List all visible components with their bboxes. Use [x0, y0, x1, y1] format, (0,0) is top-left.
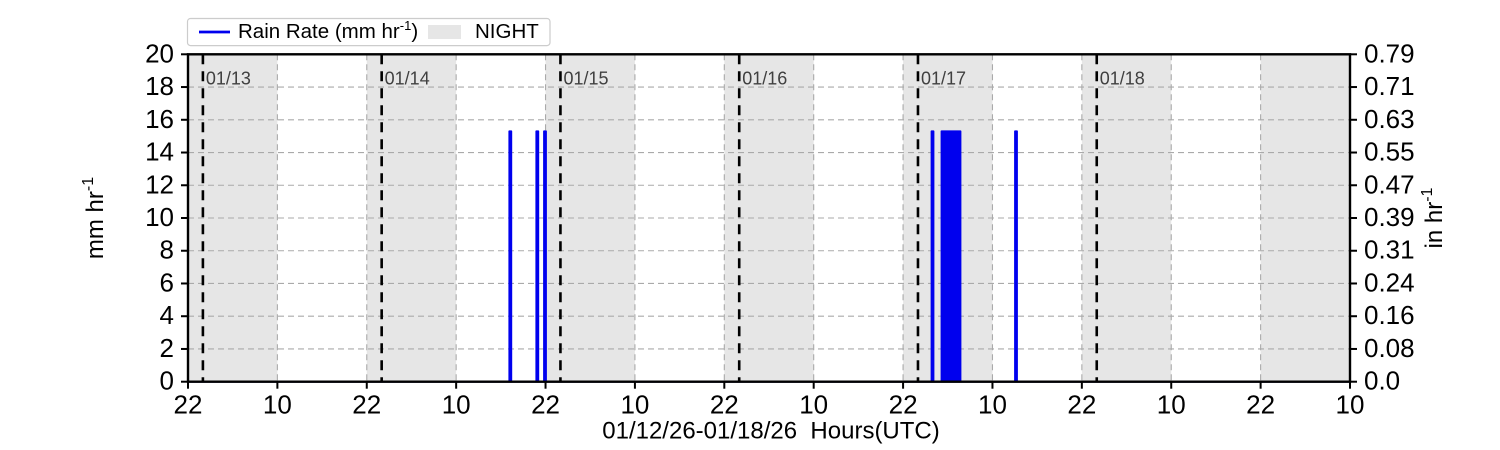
svg-text:22: 22 — [1067, 390, 1096, 420]
svg-text:22: 22 — [174, 390, 203, 420]
svg-text:10: 10 — [620, 390, 649, 420]
svg-text:0.0: 0.0 — [1364, 366, 1400, 396]
svg-text:0: 0 — [160, 366, 174, 396]
svg-text:0.16: 0.16 — [1364, 300, 1415, 330]
svg-text:10: 10 — [263, 390, 292, 420]
svg-text:0.47: 0.47 — [1364, 169, 1415, 199]
svg-text:22: 22 — [352, 390, 381, 420]
svg-text:10: 10 — [442, 390, 471, 420]
svg-text:12: 12 — [145, 169, 174, 199]
svg-text:10: 10 — [978, 390, 1007, 420]
svg-text:0.79: 0.79 — [1364, 38, 1415, 68]
svg-text:mm hr-1: mm hr-1 — [80, 177, 109, 259]
svg-text:10: 10 — [1336, 390, 1365, 420]
svg-text:NIGHT: NIGHT — [475, 20, 539, 43]
svg-text:8: 8 — [160, 235, 174, 265]
svg-text:0.39: 0.39 — [1364, 202, 1415, 232]
svg-text:01/16: 01/16 — [742, 68, 787, 88]
svg-text:22: 22 — [710, 390, 739, 420]
svg-text:01/12/26-01/18/26 Hours(UTC): 01/12/26-01/18/26 Hours(UTC) — [602, 418, 940, 445]
svg-text:10: 10 — [145, 202, 174, 232]
svg-text:20: 20 — [145, 38, 174, 68]
svg-text:22: 22 — [531, 390, 560, 420]
svg-text:0.71: 0.71 — [1364, 71, 1415, 101]
svg-text:16: 16 — [145, 104, 174, 134]
svg-text:01/15: 01/15 — [563, 68, 608, 88]
svg-text:2: 2 — [160, 333, 174, 363]
svg-text:0.31: 0.31 — [1364, 235, 1415, 265]
svg-text:01/17: 01/17 — [921, 68, 966, 88]
svg-text:6: 6 — [160, 267, 174, 297]
svg-text:01/13: 01/13 — [206, 68, 251, 88]
svg-text:0.55: 0.55 — [1364, 137, 1415, 167]
svg-text:14: 14 — [145, 137, 174, 167]
svg-text:01/18: 01/18 — [1100, 68, 1145, 88]
svg-text:10: 10 — [1157, 390, 1186, 420]
svg-text:0.24: 0.24 — [1364, 267, 1415, 297]
svg-text:10: 10 — [799, 390, 828, 420]
svg-text:22: 22 — [1246, 390, 1275, 420]
svg-text:0.08: 0.08 — [1364, 333, 1415, 363]
svg-text:4: 4 — [160, 300, 174, 330]
svg-text:22: 22 — [889, 390, 918, 420]
svg-text:in hr-1: in hr-1 — [1419, 187, 1448, 248]
svg-text:Rain Rate (mm hr-1): Rain Rate (mm hr-1) — [238, 18, 418, 43]
svg-text:18: 18 — [145, 71, 174, 101]
svg-text:01/14: 01/14 — [385, 68, 430, 88]
svg-text:0.63: 0.63 — [1364, 104, 1415, 134]
